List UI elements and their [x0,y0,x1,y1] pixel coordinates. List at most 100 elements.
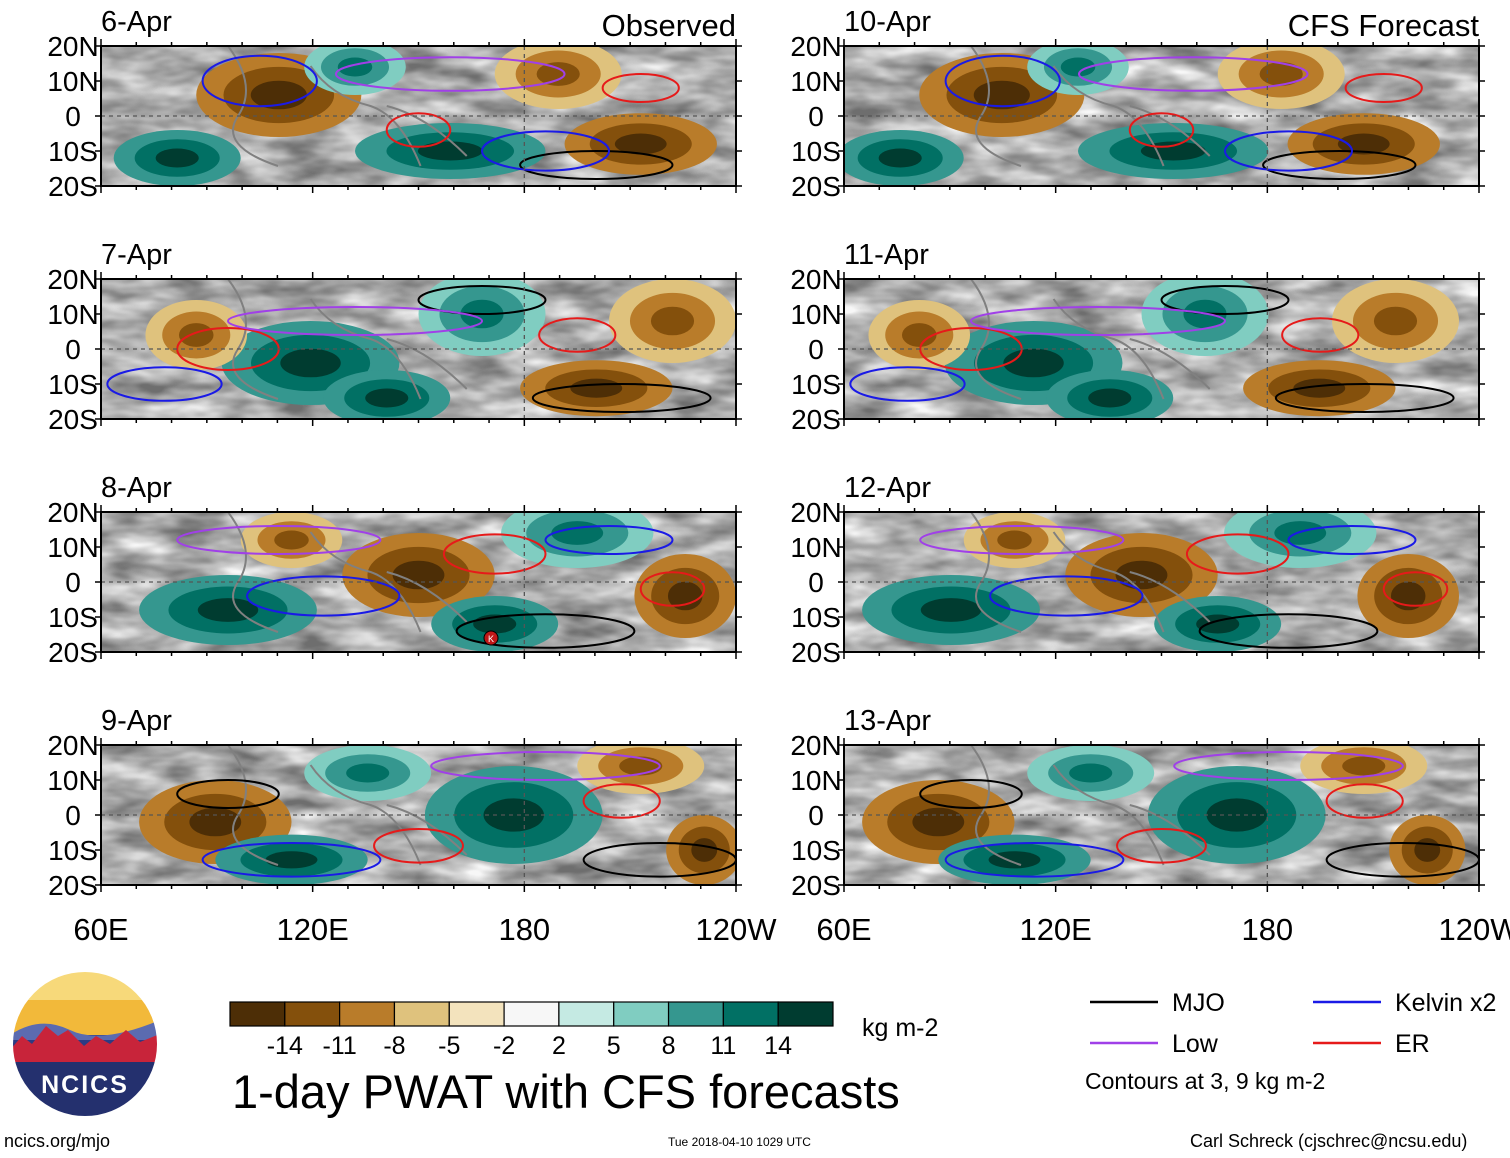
pwat-anomaly-patch [365,388,409,408]
pwat-anomaly-patch [920,598,982,622]
y-tick-label: 20S [48,637,98,668]
colorbar-swatch [613,1001,670,1027]
y-tick-label: 10S [791,136,841,167]
x-tick-label: 180 [498,912,550,947]
colorbar-label: -14 [267,1032,303,1060]
logo-mountains [12,1026,158,1064]
y-tick-label: 10S [48,835,98,866]
contour-kelvin-x2 [989,575,1144,617]
y-tick-label: 20S [791,171,841,202]
y-tick-label: 10N [47,765,98,796]
y-tick-label: 10S [791,602,841,633]
pwat-anomaly-patch [265,851,318,869]
y-tick-label: 20S [791,637,841,668]
panel-forecast: 20N 10N 0 10S 20S 11-Apr [790,239,1485,435]
ncics-logo: NCICS [11,970,159,1118]
contour-mjo [1160,285,1290,315]
x-axis-labels: 60E 120E 180 120W 60E 120E 180 120W [73,912,1510,947]
contour-kelvin-x2 [201,54,318,108]
contour-mjo [417,285,547,315]
contour-er [385,112,452,148]
y-tick-label: 10S [791,369,841,400]
colorbar-label: 2 [552,1032,566,1060]
contour-er [639,571,706,607]
panel-field [844,46,1479,186]
pwat-anomaly-patch [1259,62,1303,86]
y-tick-label: 10S [791,835,841,866]
contour-kelvin-x2 [944,54,1061,108]
pwat-anomaly-patch [691,838,718,862]
legend-label: MJO [1172,989,1225,1017]
y-tick-label: 0 [808,101,824,132]
colorbar-swatch [558,1001,615,1027]
pwat-anomaly-patch [417,141,483,161]
footer-url[interactable]: ncics.org/mjo [4,1131,111,1151]
pwat-anomaly-patch [337,57,373,77]
colorbar-swatch [667,1001,724,1027]
colorbar-swatch [284,1001,341,1027]
pwat-anomaly-patch [1003,348,1064,378]
contour-low [1077,56,1309,92]
panel-field [844,512,1479,652]
pwat-anomaly-patch [614,133,667,155]
pwat-anomaly-patch [570,378,623,398]
colorbar-units: kg m-2 [862,1014,938,1042]
colorbar-label: 11 [710,1032,736,1060]
panel-date-label: 9-Apr [101,705,172,737]
pwat-anomaly-patch [619,756,663,776]
contour-er [442,533,547,575]
y-tick-label: 0 [808,800,824,831]
forecast-header: CFS Forecast [1288,8,1480,43]
y-tick-label: 20N [790,31,841,62]
panel-forecast: 20N 10N 0 10S 20S 13-Apr [790,705,1485,901]
colorbar-swatch [229,1001,286,1027]
contour-low [1173,751,1404,781]
colorbar-label: 8 [662,1032,676,1060]
pwat-anomaly-patch [997,530,1032,550]
y-tick-label: 20S [48,404,98,435]
colorbar-label: -8 [383,1032,405,1060]
y-tick-label: 10S [48,602,98,633]
contour-er [1128,112,1195,148]
colorbar: -14 -11 -8 -5 -2 2 5 8 11 14 kg m-2 [229,1001,938,1060]
figure-title: 1-day PWAT with CFS forecasts [232,1065,900,1118]
colorbar-swatch [339,1001,396,1027]
panel-date-label: 11-Apr [844,239,929,271]
y-tick-label: 10N [790,532,841,563]
colorbar-label: 5 [607,1032,621,1060]
panel-forecast: 20N 10N 0 10S 20S 12-Apr [790,472,1485,668]
contour-mjo [1274,383,1455,413]
y-tick-label: 0 [808,334,824,365]
x-tick-label: 60E [816,912,871,947]
pwat-anomaly-patch [536,62,580,86]
pwat-anomaly-patch [901,323,937,347]
x-tick-label: 180 [1241,912,1293,947]
contour-mjo [1262,150,1417,180]
cyclone-label: K [488,634,494,644]
pwat-anomaly-patch [274,530,309,550]
colorbar-label: -11 [322,1032,356,1060]
y-tick-label: 10N [790,765,841,796]
panel-group: 20N10N010S20S6-Apr20N10N010S20S7-Apr20N1… [47,6,1485,901]
y-tick-label: 10N [790,299,841,330]
footer-timestamp: Tue 2018-04-10 1029 UTC [668,1135,811,1149]
contour-mjo [1325,842,1479,878]
legend-label: Low [1172,1030,1219,1058]
contour-low [430,751,661,781]
contour-er [582,783,661,819]
observed-header: Observed [602,8,736,43]
y-tick-label: 20N [790,264,841,295]
logo-ring [11,970,159,1118]
pwat-anomaly-patch [912,807,965,837]
contour-kelvin-x2 [201,842,382,878]
colorbar-swatch [448,1001,505,1027]
x-tick-label: 120E [276,912,348,947]
colorbar-swatch [503,1001,560,1027]
panel-observed: 20N 10N 0 10S 20S 9-Apr [47,705,742,901]
contour-low [176,525,382,555]
legend-label: Kelvin x2 [1395,989,1496,1017]
contour-kelvin-x2 [1287,525,1417,555]
panel-field [844,745,1479,885]
panel-observed: 20N 10N 0 10S 20S 7-Apr [47,239,742,435]
contour-mjo [176,779,280,809]
